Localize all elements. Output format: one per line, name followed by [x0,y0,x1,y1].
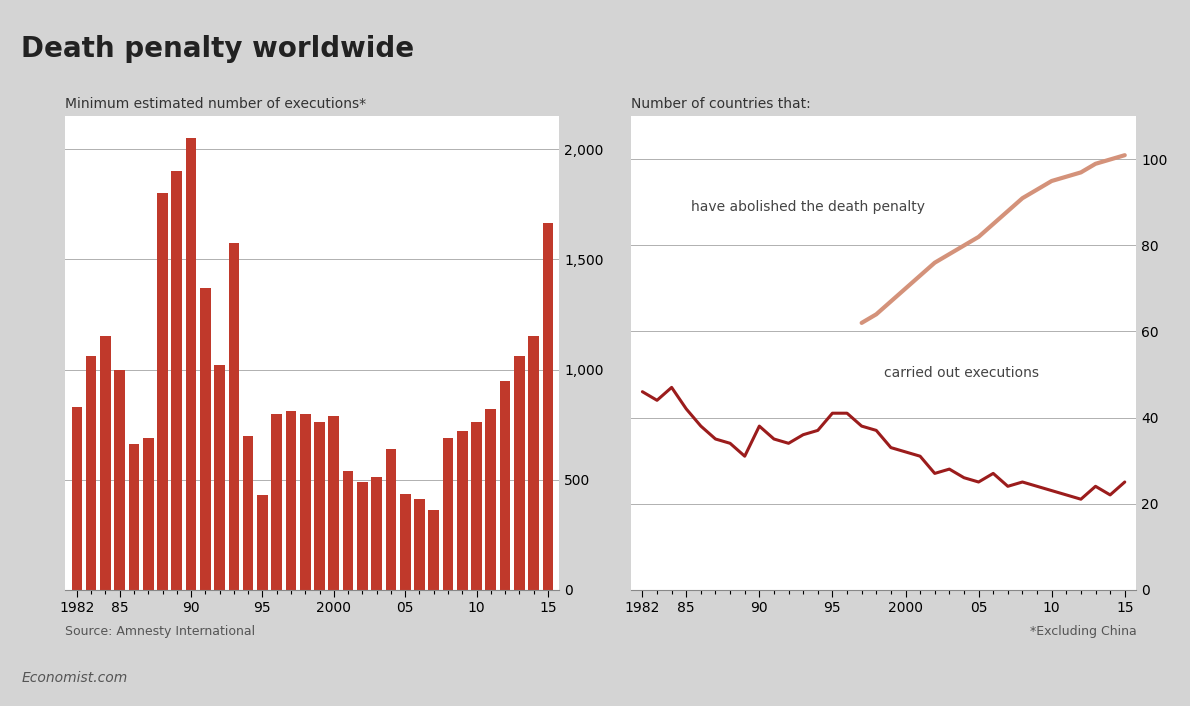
Bar [129,444,139,590]
Bar [514,357,525,590]
Bar [243,436,253,590]
Bar [500,381,511,590]
Bar [228,243,239,590]
Bar [414,499,425,590]
Bar [528,337,539,590]
Bar [271,414,282,590]
Bar [200,288,211,590]
Bar [457,431,468,590]
Bar [400,493,411,590]
Bar [71,407,82,590]
Text: *Excluding China: *Excluding China [1029,625,1136,638]
Bar [214,365,225,590]
Bar [114,369,125,590]
Bar [357,481,368,590]
Bar [543,223,553,590]
Text: have abolished the death penalty: have abolished the death penalty [691,200,926,214]
Text: Economist.com: Economist.com [21,671,127,685]
Bar [286,412,296,590]
Text: Number of countries that:: Number of countries that: [631,97,810,111]
Bar [171,172,182,590]
Bar [86,357,96,590]
Bar [257,495,268,590]
Bar [157,193,168,590]
Text: Minimum estimated number of executions*: Minimum estimated number of executions* [65,97,367,111]
Text: carried out executions: carried out executions [883,366,1039,380]
Text: Source: Amnesty International: Source: Amnesty International [65,625,256,638]
Bar [471,422,482,590]
Bar [328,416,339,590]
Bar [100,337,111,590]
Bar [300,414,311,590]
Bar [371,477,382,590]
Bar [443,438,453,590]
Bar [314,422,325,590]
Bar [486,409,496,590]
Bar [386,449,396,590]
Bar [186,138,196,590]
Bar [428,510,439,590]
Bar [343,471,353,590]
Bar [143,438,154,590]
Text: Death penalty worldwide: Death penalty worldwide [21,35,414,64]
